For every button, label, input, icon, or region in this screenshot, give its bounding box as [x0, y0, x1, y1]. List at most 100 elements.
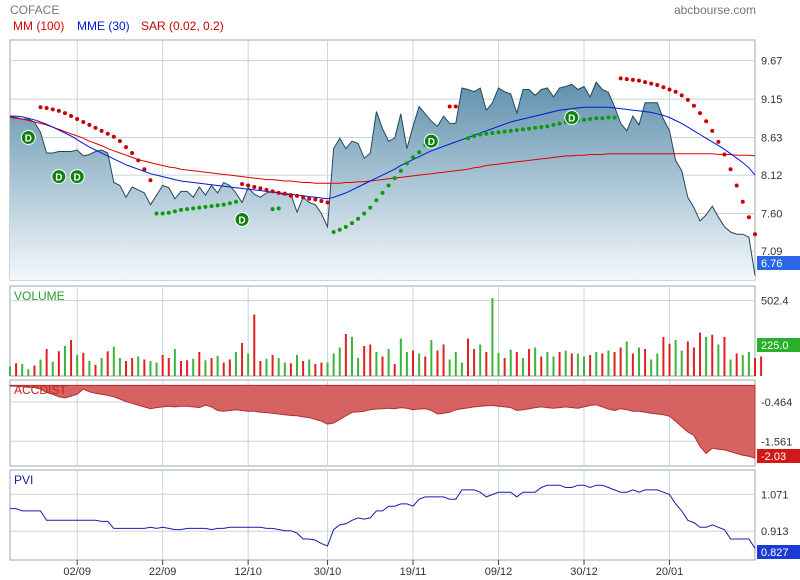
volume-title: VOLUME [14, 289, 65, 303]
sar-point [99, 128, 104, 133]
sar-point [325, 200, 330, 205]
sar-point [142, 167, 147, 172]
sar-point [276, 190, 281, 195]
sar-point [618, 76, 623, 81]
sar-point [69, 114, 74, 119]
panel-frame-pvi [9, 469, 756, 561]
price-line [9, 81, 756, 276]
sar-point [368, 205, 373, 210]
sar-point [276, 206, 281, 211]
dividend-marker-label: D [238, 215, 245, 226]
sar-point [465, 136, 470, 141]
sar-point [349, 221, 354, 226]
sar-point [453, 104, 458, 109]
sar-point [62, 111, 67, 116]
sar-point [527, 126, 532, 131]
sar-point [178, 207, 183, 212]
sar-point [185, 207, 190, 212]
sar-point [404, 161, 409, 166]
x-tick-label: 09/12 [485, 566, 513, 578]
sar-point [398, 168, 403, 173]
sar-point [301, 195, 306, 200]
sar-point [38, 105, 43, 110]
sar-point [117, 139, 122, 144]
sar-point [691, 103, 696, 108]
sar-point [594, 116, 599, 121]
sar-point [685, 97, 690, 102]
legend-sar: SAR (0.02, 0.2) [141, 19, 224, 33]
chart-title: COFACE [10, 3, 60, 17]
sar-point [221, 202, 226, 207]
sar-point [56, 108, 61, 113]
sar-point [124, 145, 129, 150]
sar-point [130, 150, 135, 155]
dividend-marker [51, 169, 67, 185]
sar-point [166, 210, 171, 215]
sar-point [172, 209, 177, 214]
sar-point [93, 125, 98, 130]
accdist-y-tick: -1.561 [761, 436, 792, 448]
sar-point [643, 80, 648, 85]
sar-point [545, 124, 550, 129]
sar-point [258, 186, 263, 191]
sar-point [557, 121, 562, 126]
dividend-marker-label: D [74, 173, 81, 184]
sar-point [502, 129, 507, 134]
price-y-tick: 7.09 [761, 246, 782, 258]
sar-point [472, 134, 477, 138]
sar-point [478, 132, 483, 137]
sar-point [649, 81, 654, 86]
sar-point [679, 93, 684, 98]
sar-point [551, 122, 556, 127]
sar-point [50, 107, 55, 112]
mm-100-line [9, 117, 756, 184]
sar-point [264, 187, 269, 192]
sar-point [105, 131, 110, 136]
sar-point [362, 211, 367, 216]
sar-point [704, 119, 709, 124]
sar-point [588, 117, 593, 122]
dividend-marker-label: D [568, 114, 575, 125]
sar-point [533, 125, 538, 130]
sar-point [447, 104, 452, 109]
sar-point [539, 125, 544, 130]
sar-point [337, 227, 342, 232]
sar-point [636, 78, 641, 83]
x-tick-label: 30/12 [570, 566, 598, 578]
sar-point [246, 183, 251, 188]
sar-point [734, 183, 739, 188]
sar-point [203, 204, 208, 209]
price-last-value: 6.76 [761, 258, 782, 270]
dividend-marker [423, 133, 439, 149]
sar-point [386, 183, 391, 188]
source-label: abcbourse.com [673, 3, 756, 17]
sar-point [612, 115, 617, 120]
accdist-y-tick: -0.464 [761, 397, 792, 409]
sar-point [307, 196, 312, 201]
sar-point [154, 211, 159, 216]
price-y-tick: 7.60 [761, 209, 782, 221]
accdist-area [9, 384, 756, 459]
sar-point [520, 127, 525, 132]
accdist-title: ACCDIST [14, 383, 67, 397]
x-tick-label: 02/09 [63, 566, 91, 578]
sar-point [374, 198, 379, 203]
sar-point [710, 128, 715, 133]
dividend-marker-label: D [25, 133, 32, 144]
sar-point [233, 199, 238, 204]
volume-last-badge [757, 338, 800, 352]
price-last-badge [757, 256, 800, 270]
dividend-marker [234, 211, 250, 227]
x-tick-label: 12/10 [234, 566, 262, 578]
sar-point [722, 152, 727, 157]
pvi-y-tick: 0.913 [761, 526, 789, 538]
dividend-marker [564, 110, 580, 126]
price-area [10, 82, 755, 280]
sar-point [740, 199, 745, 204]
sar-point [600, 116, 605, 121]
sar-point [356, 216, 361, 221]
sar-point [160, 211, 165, 216]
sar-point [270, 189, 275, 194]
